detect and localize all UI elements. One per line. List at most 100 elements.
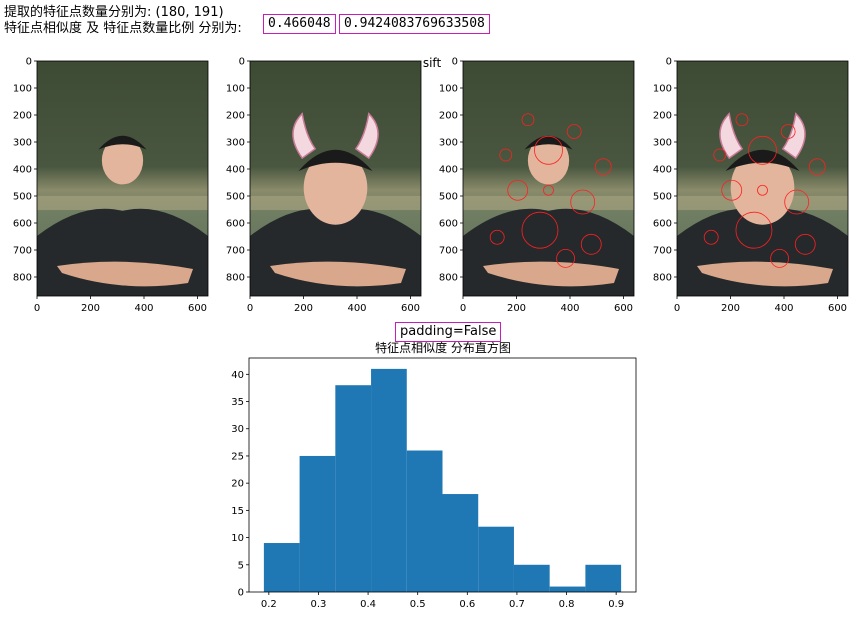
plot-frame xyxy=(248,357,637,593)
keypoint-marker xyxy=(721,179,743,201)
x-tick-label: 0.9 xyxy=(608,599,624,610)
hair xyxy=(725,149,800,172)
panel-frame xyxy=(36,60,209,297)
keypoint-marker xyxy=(770,248,789,268)
x-tick-label: 600 xyxy=(188,303,207,314)
x-tick-label: 400 xyxy=(560,303,579,314)
y-tick-label: 35 xyxy=(231,397,244,408)
x-tick-label: 0 xyxy=(674,303,680,314)
y-tick-label: 25 xyxy=(231,451,244,462)
x-tick-label: 0.4 xyxy=(360,599,376,610)
right-horn xyxy=(354,112,379,160)
x-tick-label: 0 xyxy=(460,303,466,314)
hand xyxy=(483,261,619,287)
y-tick-label: 500 xyxy=(439,192,458,203)
y-tick-label: 700 xyxy=(653,246,672,257)
panel-frame xyxy=(249,60,422,297)
keypoint-marker xyxy=(556,248,575,268)
feature-count-line: 提取的特征点数量分别为: (180, 191) xyxy=(4,5,224,20)
y-tick-label: 0 xyxy=(239,57,245,68)
hair xyxy=(298,149,373,172)
hand xyxy=(270,261,406,287)
x-tick-label: 200 xyxy=(721,303,740,314)
left-horn xyxy=(719,112,744,160)
similarity-ratio-line: 特征点相似度 及 特征点数量比例 分别为: xyxy=(4,21,242,36)
hair xyxy=(524,135,573,150)
y-tick-label: 600 xyxy=(226,219,245,230)
y-tick-label: 0 xyxy=(666,57,672,68)
histogram-bar xyxy=(442,494,479,592)
y-tick-label: 300 xyxy=(13,138,32,149)
panel-frame xyxy=(462,60,635,297)
y-tick-label: 0 xyxy=(452,57,458,68)
similarity-value-box: 0.466048 xyxy=(263,14,336,34)
x-tick-label: 200 xyxy=(507,303,526,314)
keypoint-marker xyxy=(534,135,563,165)
histogram-bar xyxy=(371,368,407,592)
y-tick-label: 20 xyxy=(231,479,244,490)
x-tick-label: 600 xyxy=(401,303,420,314)
keypoint-marker xyxy=(521,113,535,127)
x-tick-label: 600 xyxy=(828,303,847,314)
keypoint-marker xyxy=(735,211,773,249)
keypoint-marker xyxy=(780,124,796,139)
keypoint-marker xyxy=(566,124,582,139)
keypoint-marker xyxy=(713,148,727,162)
histogram-bar xyxy=(513,564,550,592)
histogram-bar xyxy=(335,385,372,592)
image-panel-4: 0 100 200 300 400 500 600 700 800 0 200 400 600 xyxy=(653,57,849,314)
keypoint-marker xyxy=(594,158,612,176)
hand xyxy=(57,261,193,287)
hair xyxy=(98,135,147,150)
keypoint-marker xyxy=(735,113,749,127)
y-tick-label: 600 xyxy=(653,219,672,230)
y-tick-label: 100 xyxy=(439,84,458,95)
y-tick-label: 100 xyxy=(653,84,672,95)
y-tick-label: 700 xyxy=(13,246,32,257)
x-tick-label: 400 xyxy=(347,303,366,314)
y-tick-label: 300 xyxy=(653,138,672,149)
y-tick-label: 500 xyxy=(653,192,672,203)
keypoint-marker xyxy=(580,233,602,255)
y-tick-label: 800 xyxy=(226,273,245,284)
x-tick-label: 0.5 xyxy=(410,599,426,610)
y-tick-label: 400 xyxy=(226,165,245,176)
left-horn xyxy=(292,112,317,160)
histogram-bar xyxy=(406,450,443,592)
hand xyxy=(697,261,833,287)
x-tick-label: 200 xyxy=(81,303,100,314)
y-tick-label: 40 xyxy=(231,370,244,381)
face xyxy=(730,150,795,225)
y-tick-label: 30 xyxy=(231,424,244,435)
histogram-bar xyxy=(478,526,514,592)
image-panel-2: 0 100 200 300 400 500 600 700 800 0 200 400 600 xyxy=(226,57,422,314)
keypoint-marker xyxy=(703,229,719,245)
panel-frame xyxy=(676,60,849,297)
y-tick-label: 15 xyxy=(231,506,244,517)
x-tick-label: 0 xyxy=(247,303,253,314)
keypoint-marker xyxy=(521,211,559,249)
keypoint-marker xyxy=(748,135,777,165)
y-tick-label: 0 xyxy=(238,588,244,599)
keypoint-marker xyxy=(499,148,513,162)
y-tick-label: 200 xyxy=(13,111,32,122)
x-tick-label: 0 xyxy=(34,303,40,314)
keypoint-marker xyxy=(808,158,826,176)
image-panel-1: 0 100 200 300 400 500 600 700 800 0 200 400 600 xyxy=(13,57,209,314)
y-tick-label: 700 xyxy=(439,246,458,257)
x-tick-label: 0.8 xyxy=(559,599,575,610)
y-tick-label: 400 xyxy=(653,165,672,176)
face xyxy=(101,136,144,185)
keypoint-marker xyxy=(794,233,816,255)
image-panel-3: 0 100 200 300 400 500 600 700 800 0 200 400 600 xyxy=(439,57,635,314)
y-tick-label: 500 xyxy=(226,192,245,203)
x-tick-label: 0.3 xyxy=(311,599,327,610)
y-tick-label: 800 xyxy=(13,273,32,284)
y-tick-label: 200 xyxy=(653,111,672,122)
y-tick-label: 200 xyxy=(439,111,458,122)
x-tick-label: 400 xyxy=(774,303,793,314)
y-tick-label: 500 xyxy=(13,192,32,203)
y-tick-label: 600 xyxy=(439,219,458,230)
y-tick-label: 10 xyxy=(231,533,244,544)
